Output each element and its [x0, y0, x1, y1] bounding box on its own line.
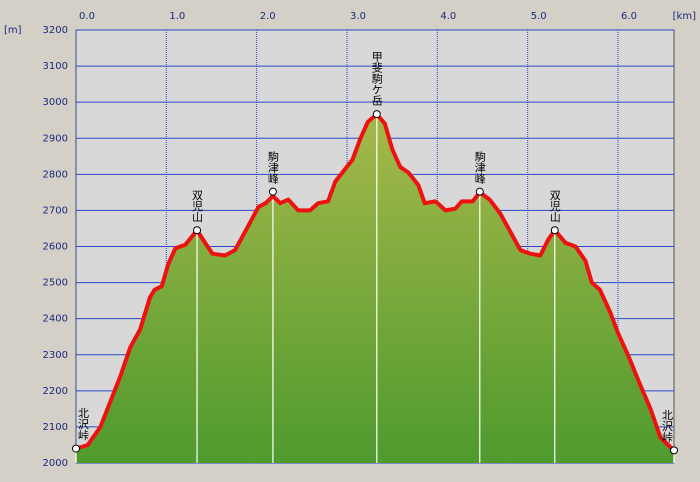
- y-tick-label: 3200: [43, 25, 68, 36]
- peak-marker: [268, 187, 277, 196]
- peak-marker: [670, 446, 678, 455]
- peak-label: 双児山: [548, 189, 561, 222]
- peak-label: 甲斐駒ケ岳: [370, 51, 383, 106]
- y-axis-label: [m]: [4, 25, 22, 36]
- profile-line: [75, 112, 676, 452]
- y-tick-label: 2100: [43, 422, 68, 433]
- peak-marker: [550, 226, 559, 235]
- peak-label: 北沢峠: [77, 407, 90, 441]
- x-tick-label: 6.0: [621, 11, 637, 22]
- x-tick-label: 2.0: [260, 11, 276, 22]
- y-tick-label: 2400: [43, 314, 68, 325]
- x-tick-label: 4.0: [440, 11, 456, 22]
- x-tick-label: 0.0: [79, 11, 95, 22]
- peak-marker: [475, 187, 484, 196]
- y-tick-label: 2200: [43, 386, 68, 397]
- x-axis-label: [km]: [673, 11, 696, 22]
- x-tick-label: 5.0: [531, 11, 547, 22]
- peak-label: 双児山: [191, 189, 204, 222]
- y-tick-label: 3100: [43, 61, 68, 72]
- y-tick-label: 2600: [43, 242, 68, 253]
- area: [76, 114, 674, 463]
- peak-marker: [72, 444, 80, 453]
- y-tick-label: 2700: [43, 205, 68, 216]
- x-tick-label: 1.0: [169, 11, 185, 22]
- y-tick-label: 2300: [43, 350, 68, 361]
- y-tick-label: 2900: [43, 133, 68, 144]
- x-tick-label: 3.0: [350, 11, 366, 22]
- y-tick-label: 2000: [43, 458, 68, 469]
- peak-label: 駒津峰: [473, 150, 486, 183]
- peak-label: 駒津峰: [266, 150, 279, 183]
- y-tick-label: 3000: [43, 97, 68, 108]
- peak-marker: [193, 226, 202, 235]
- y-tick-label: 2800: [43, 169, 68, 180]
- peak-marker: [372, 110, 381, 119]
- y-tick-label: 2500: [43, 278, 68, 289]
- peak-label: 北沢峠: [661, 409, 674, 443]
